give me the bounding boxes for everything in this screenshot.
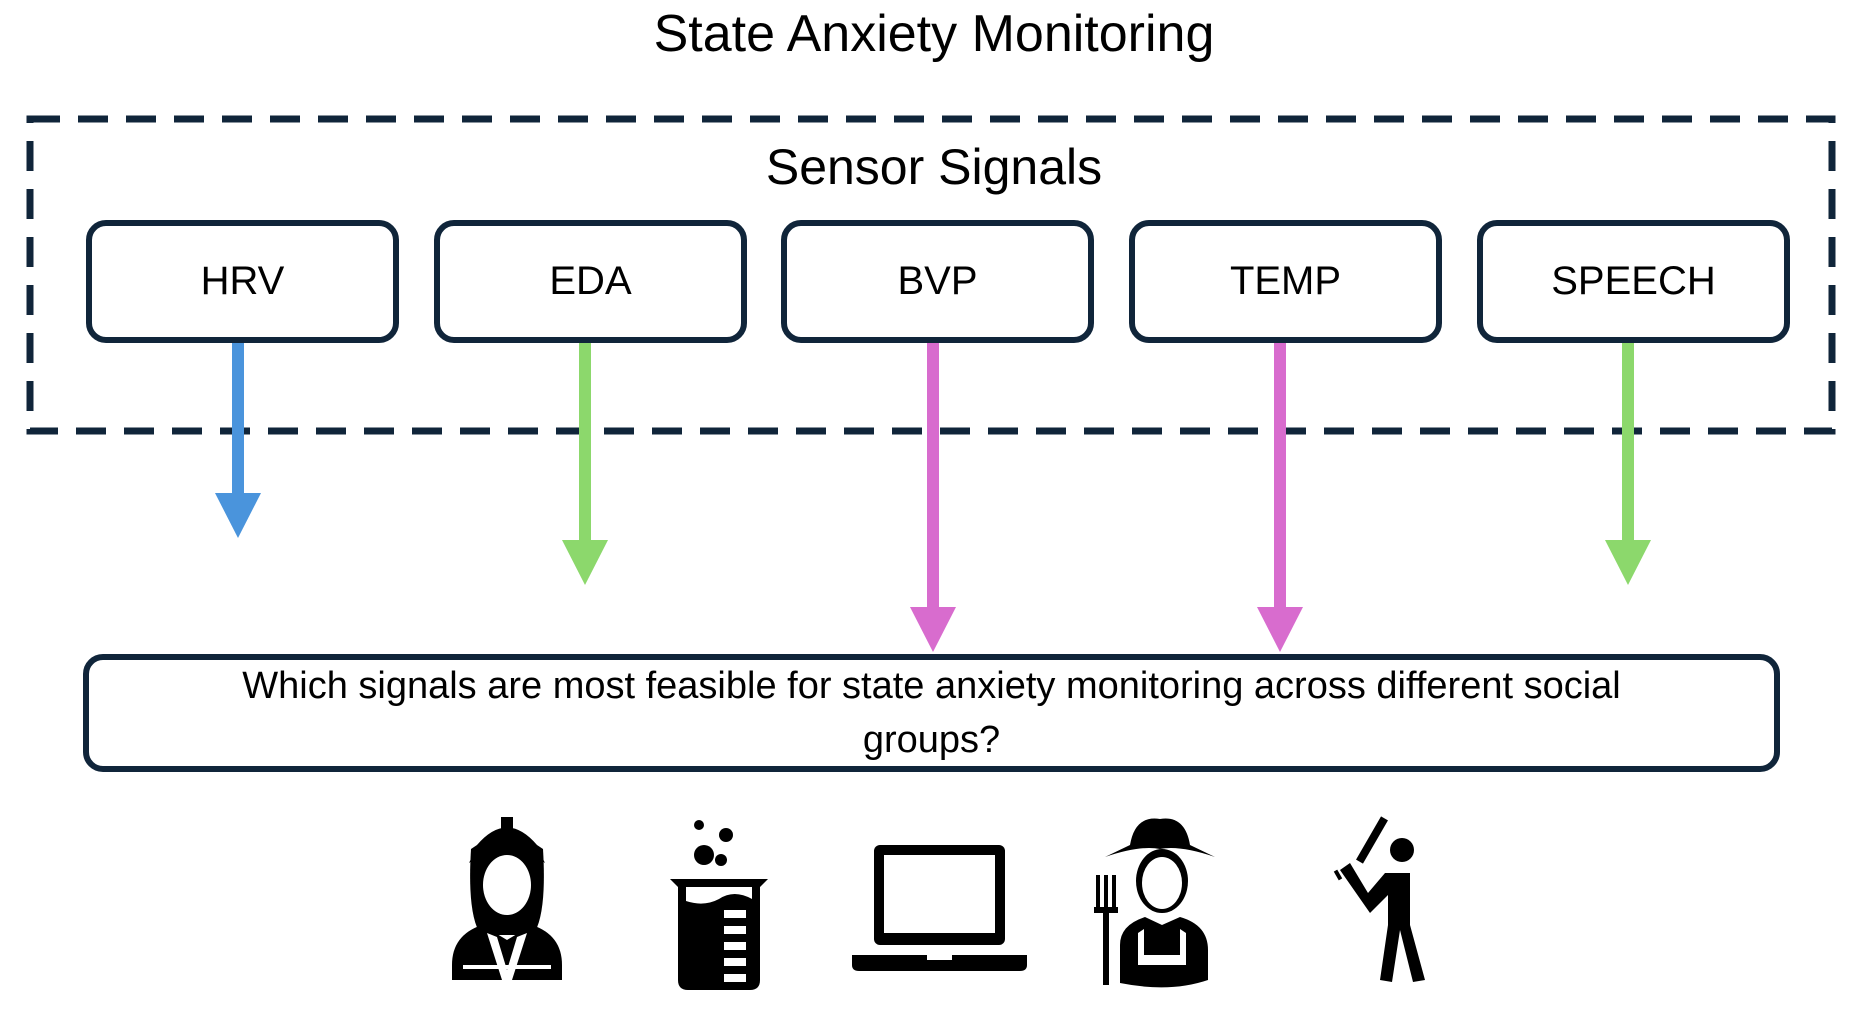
- research-question-text: Which signals are most feasible for stat…: [242, 665, 1621, 761]
- farmer-icon: [1094, 818, 1215, 988]
- signal-box-temp: TEMP: [1129, 220, 1442, 343]
- baseball-player-icon: [1333, 816, 1425, 982]
- arrow-hrv: [215, 334, 261, 538]
- arrow-speech: [1605, 334, 1651, 585]
- sensor-signals-title: Sensor Signals: [765, 139, 1103, 195]
- arrow-bvp: [910, 334, 956, 652]
- signal-box-bvp: BVP: [781, 220, 1094, 343]
- arrow-temp: [1257, 334, 1303, 652]
- research-question-box: Which signals are most feasible for stat…: [83, 654, 1780, 772]
- signal-box-speech: SPEECH: [1477, 220, 1790, 343]
- arrow-eda: [562, 334, 608, 585]
- laptop-icon: [852, 845, 1027, 971]
- construction-worker-icon: [452, 817, 562, 980]
- signal-box-hrv: HRV: [86, 220, 399, 343]
- diagram-title: State Anxiety Monitoring: [653, 5, 1215, 63]
- lab-beaker-icon: [670, 820, 768, 990]
- signal-box-eda: EDA: [434, 220, 747, 343]
